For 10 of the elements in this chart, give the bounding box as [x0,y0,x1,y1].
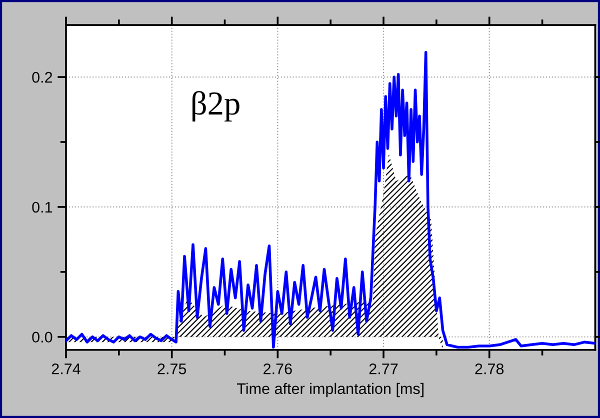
x-tick-label: 2.77 [369,363,398,374]
x-tick-label: 2.75 [158,363,186,374]
y-tick-label: 0.2 [32,72,52,83]
x-tick-label: 2.74 [52,363,80,374]
x-tick-label: 2.78 [475,363,504,374]
y-tick-label: 0.0 [32,332,52,343]
annotation: β2p [192,90,240,122]
y-tick-label: 0.1 [32,202,52,213]
x-axis-title: Time after implantation [ms] [236,382,424,398]
x-tick-label: 2.76 [264,363,292,374]
